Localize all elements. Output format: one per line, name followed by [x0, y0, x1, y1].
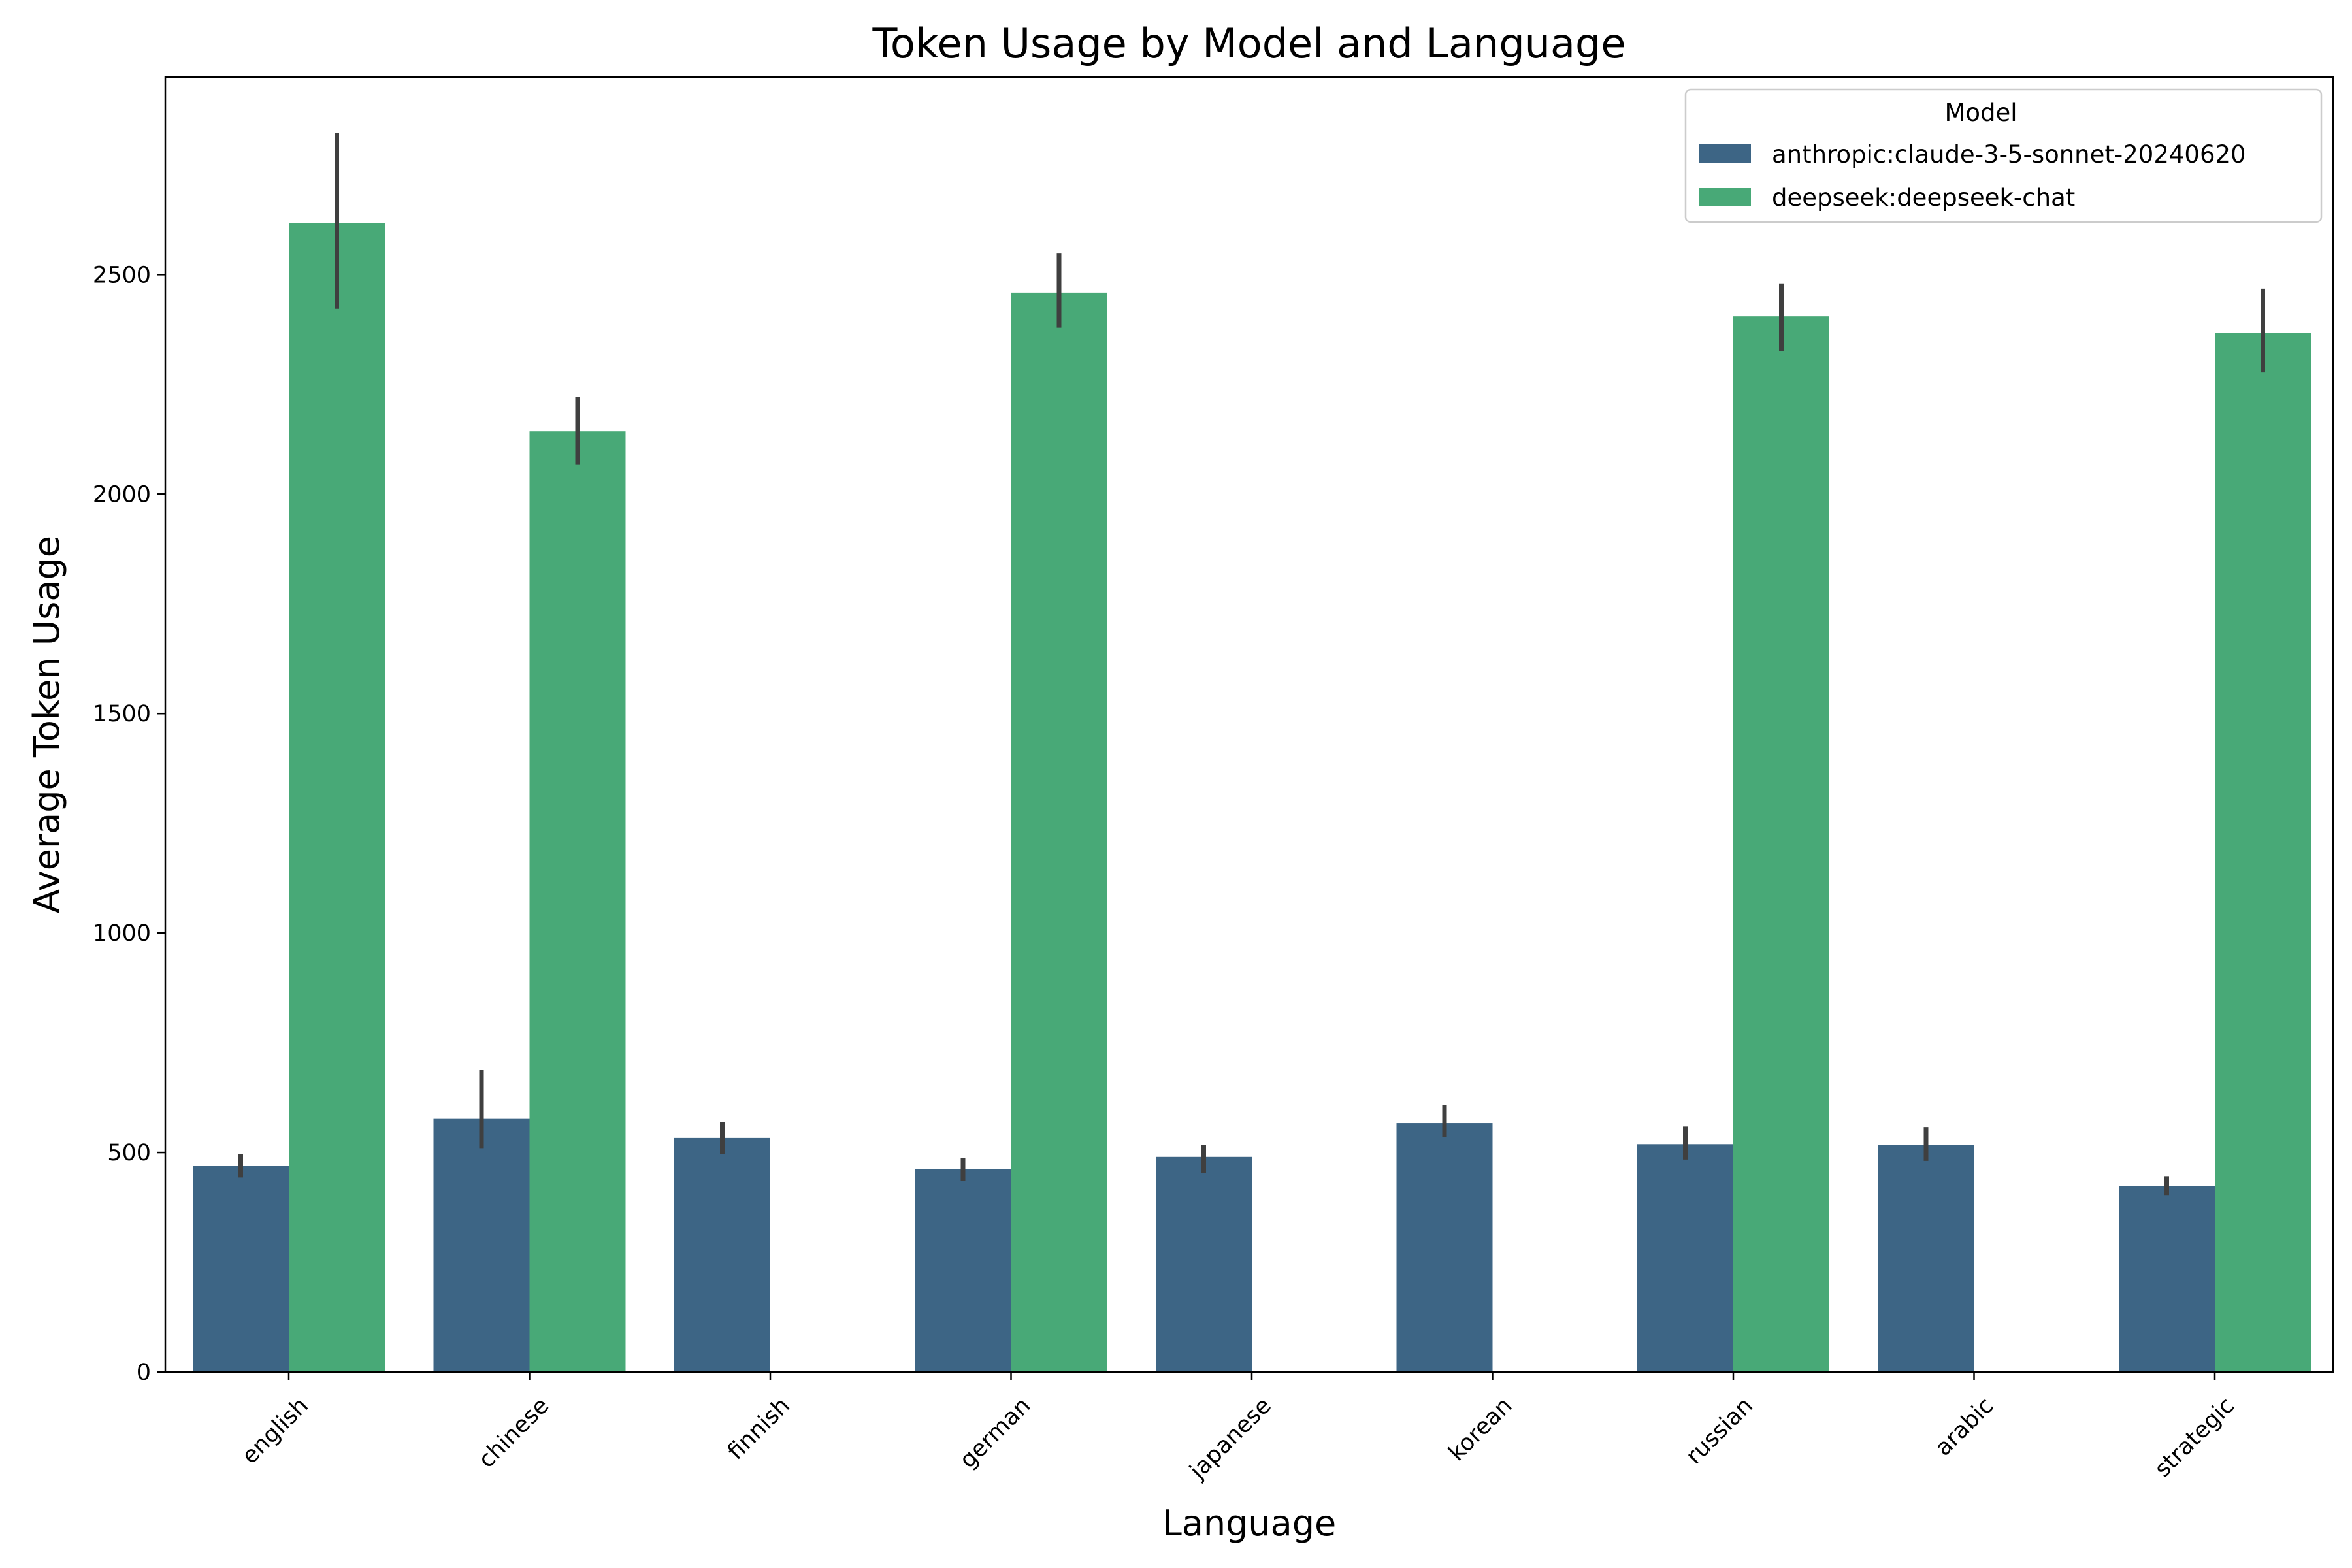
y-tick-label-1000: 1000	[93, 921, 151, 947]
legend-swatch-series-1	[1699, 144, 1751, 163]
plot-frame	[164, 76, 2334, 1373]
bar-2-russian	[1733, 316, 1829, 1372]
x-axis-label: Language	[1162, 1503, 1337, 1544]
legend: Model anthropic:claude-3-5-sonnet-202406…	[1684, 88, 2323, 223]
chart-title: Token Usage by Model and Language	[872, 20, 1626, 67]
errorbars-layer	[238, 133, 2265, 1196]
y-tick-label-0: 0	[137, 1360, 151, 1386]
y-tick-label-2500: 2500	[93, 262, 151, 288]
bar-1-finnish	[674, 1137, 770, 1372]
legend-frame	[1684, 88, 2323, 223]
bar-1-english	[193, 1166, 289, 1372]
y-axis: 0 500 1000 1500 2000 2500	[93, 262, 165, 1386]
bar-2-strategic	[2215, 333, 2311, 1372]
bar-1-korean	[1396, 1123, 1493, 1372]
bars-layer	[193, 223, 2311, 1373]
bar-2-english	[289, 223, 385, 1373]
bar-1-arabic	[1878, 1145, 1974, 1372]
bar-2-chinese	[529, 431, 626, 1372]
legend-label-series-1: anthropic:claude-3-5-sonnet-20240620	[1772, 140, 2246, 169]
legend-label-series-2: deepseek:deepseek-chat	[1772, 184, 2075, 212]
bar-2-german	[1011, 292, 1107, 1372]
y-tick-label-500: 500	[107, 1140, 151, 1166]
bar-1-strategic	[2119, 1186, 2215, 1372]
legend-swatch-series-2	[1699, 188, 1751, 206]
bar-1-russian	[1637, 1144, 1733, 1372]
y-tick-label-2000: 2000	[93, 482, 151, 508]
y-axis-label: Average Token Usage	[26, 536, 67, 913]
bar-1-german	[915, 1169, 1011, 1372]
bar-1-japanese	[1156, 1156, 1252, 1372]
legend-title: Model	[1944, 99, 2017, 127]
y-tick-label-1500: 1500	[93, 701, 151, 727]
bar-1-chinese	[433, 1118, 530, 1372]
